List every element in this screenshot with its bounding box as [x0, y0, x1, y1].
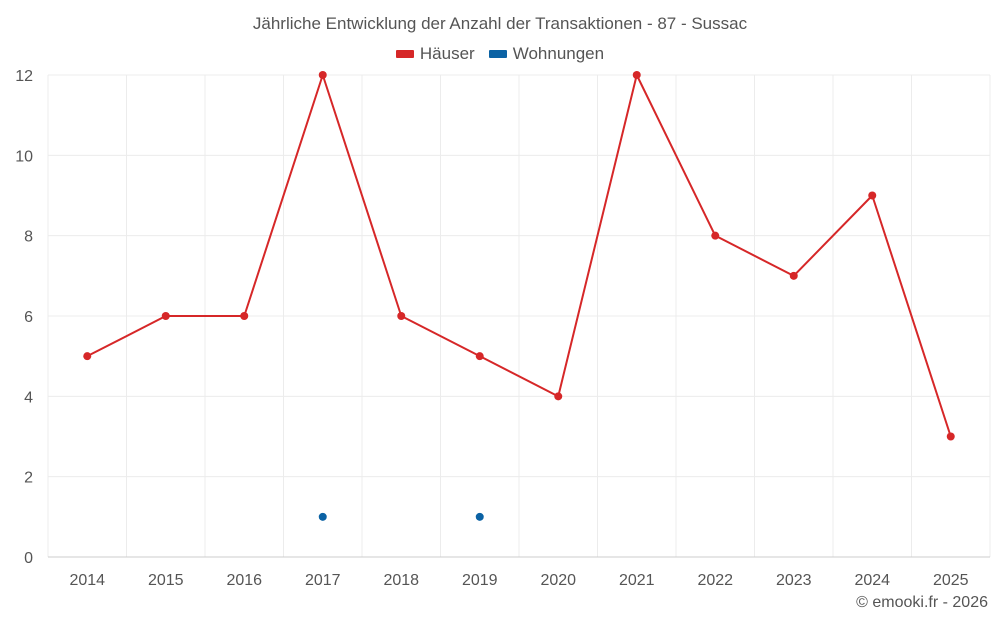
- data-point-0-0: [83, 352, 92, 361]
- y-tick-label: 12: [15, 68, 33, 85]
- data-point-0-4: [397, 312, 406, 320]
- series-line-0: [86, 74, 952, 437]
- data-point-1-3: [318, 512, 327, 521]
- data-point-0-6: [554, 392, 563, 401]
- data-point-0-5: [475, 352, 484, 361]
- x-tick-label: 2024: [854, 572, 890, 589]
- x-tick-label: 2020: [540, 572, 576, 589]
- y-tick-label: 4: [24, 389, 33, 406]
- legend-swatch-haeuser: [395, 50, 414, 58]
- y-tick-label: 2: [24, 470, 33, 487]
- x-tick-label: 2017: [305, 572, 341, 589]
- data-point-0-2: [240, 312, 249, 320]
- y-tick-label: 0: [24, 550, 33, 567]
- data-point-0-9: [789, 271, 798, 280]
- x-tick-label: 2022: [697, 572, 733, 589]
- legend: Häuser Wohnungen: [0, 44, 1000, 64]
- y-tick-label: 8: [24, 229, 33, 246]
- x-tick-label: 2015: [148, 572, 184, 589]
- data-point-0-1: [161, 312, 170, 320]
- data-point-0-8: [711, 231, 720, 240]
- credit-text: © emooki.fr - 2026: [856, 594, 988, 611]
- x-tick-label: 2025: [933, 572, 969, 589]
- chart-title: Jährliche Entwicklung der Anzahl der Tra…: [252, 14, 748, 33]
- legend-label-wohnungen: Wohnungen: [512, 44, 605, 63]
- x-tick-label: 2023: [776, 572, 812, 589]
- legend-item-wohnungen[interactable]: Wohnungen: [488, 44, 605, 64]
- legend-item-haeuser[interactable]: Häuser: [395, 44, 475, 64]
- y-tick-label: 6: [24, 309, 33, 326]
- x-tick-label: 2021: [619, 572, 655, 589]
- x-tick-label: 2016: [226, 572, 262, 589]
- x-tick-label: 2018: [383, 572, 419, 589]
- y-tick-label: 10: [15, 148, 33, 165]
- x-tick-label: 2019: [462, 572, 498, 589]
- data-point-0-3: [318, 71, 327, 79]
- data-point-0-10: [868, 191, 877, 200]
- data-point-1-5: [475, 512, 484, 521]
- data-point-0-7: [632, 71, 641, 79]
- legend-swatch-wohnungen: [488, 50, 507, 58]
- data-point-0-11: [946, 432, 955, 441]
- legend-label-haeuser: Häuser: [419, 44, 475, 63]
- x-tick-label: 2014: [69, 572, 105, 589]
